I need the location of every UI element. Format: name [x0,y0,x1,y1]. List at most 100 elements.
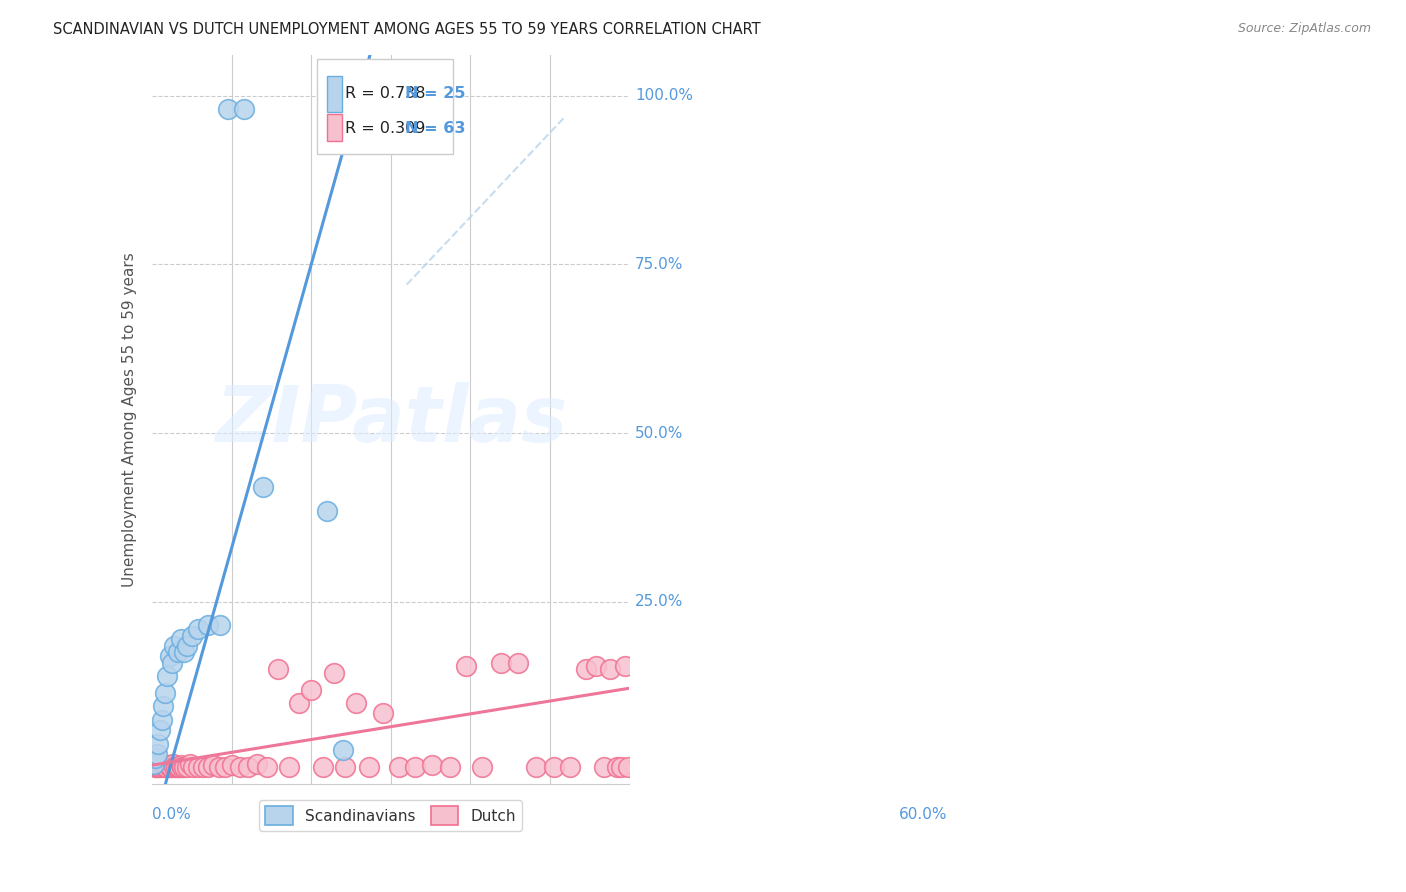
Text: Unemployment Among Ages 55 to 59 years: Unemployment Among Ages 55 to 59 years [122,252,136,587]
Point [162,756,184,771]
Point [157,758,180,772]
Point [149,723,172,737]
Point [159,648,181,663]
Point [197,618,219,632]
Point [288,696,311,710]
Point [179,756,201,771]
Point [142,758,165,772]
Point [153,686,176,700]
Point [420,758,443,772]
Point [142,756,165,771]
Point [155,760,177,774]
Point [159,760,181,774]
Text: 75.0%: 75.0% [636,257,683,272]
Point [170,758,193,772]
Text: N = 25: N = 25 [405,87,465,102]
Text: ZIPatlas: ZIPatlas [215,382,567,458]
Text: 50.0%: 50.0% [636,425,683,441]
Point [143,751,166,765]
Point [173,645,195,659]
Point [146,760,169,774]
FancyBboxPatch shape [326,77,342,112]
Point [599,662,621,676]
Text: Source: ZipAtlas.com: Source: ZipAtlas.com [1237,22,1371,36]
Point [217,102,239,116]
Point [558,760,581,774]
Point [170,632,193,646]
Point [149,760,172,774]
Point [153,760,176,774]
Point [214,760,236,774]
Point [344,696,367,710]
Point [150,713,173,727]
Point [146,747,169,761]
Point [167,760,190,774]
Point [156,669,179,683]
Point [160,760,183,774]
Point [388,760,411,774]
Point [208,618,231,632]
Point [160,656,183,670]
Point [333,760,356,774]
Point [357,760,380,774]
Point [606,760,628,774]
Point [201,758,224,772]
Point [228,760,250,774]
Point [232,102,254,116]
Point [299,682,322,697]
Point [506,656,529,670]
Point [617,760,640,774]
Point [252,480,274,494]
Point [165,760,187,774]
Point [187,760,209,774]
Point [524,760,547,774]
Text: SCANDINAVIAN VS DUTCH UNEMPLOYMENT AMONG AGES 55 TO 59 YEARS CORRELATION CHART: SCANDINAVIAN VS DUTCH UNEMPLOYMENT AMONG… [53,22,761,37]
Point [267,662,290,676]
Text: 25.0%: 25.0% [636,594,683,609]
Point [183,760,205,774]
Point [456,659,478,673]
Point [172,760,194,774]
FancyBboxPatch shape [316,59,453,153]
Point [163,760,186,774]
Point [176,760,198,774]
Text: N = 63: N = 63 [405,120,465,136]
Point [191,760,214,774]
Point [143,760,166,774]
Text: 0.0%: 0.0% [152,807,191,822]
Point [610,760,633,774]
Point [208,760,231,774]
Point [332,743,354,757]
Text: R = 0.309: R = 0.309 [344,120,426,136]
Point [543,760,565,774]
Legend: Scandinavians, Dutch: Scandinavians, Dutch [259,800,522,831]
Point [256,760,278,774]
Point [166,760,188,774]
Point [187,622,209,636]
Point [246,756,269,771]
Point [148,737,170,751]
Text: 60.0%: 60.0% [898,807,948,822]
FancyBboxPatch shape [326,114,342,141]
Point [439,760,461,774]
Point [163,639,186,653]
Point [585,659,607,673]
Point [221,758,243,772]
Point [166,645,188,659]
Point [471,760,494,774]
Point [236,760,259,774]
Point [173,760,195,774]
Point [180,629,202,643]
Point [614,659,637,673]
Point [371,706,394,721]
Point [152,760,174,774]
Point [176,639,198,653]
Point [593,760,616,774]
Point [575,662,598,676]
Point [278,760,301,774]
Text: 100.0%: 100.0% [636,88,693,103]
Text: R = 0.738: R = 0.738 [344,87,426,102]
Point [489,656,512,670]
Point [322,665,344,680]
Point [404,760,426,774]
